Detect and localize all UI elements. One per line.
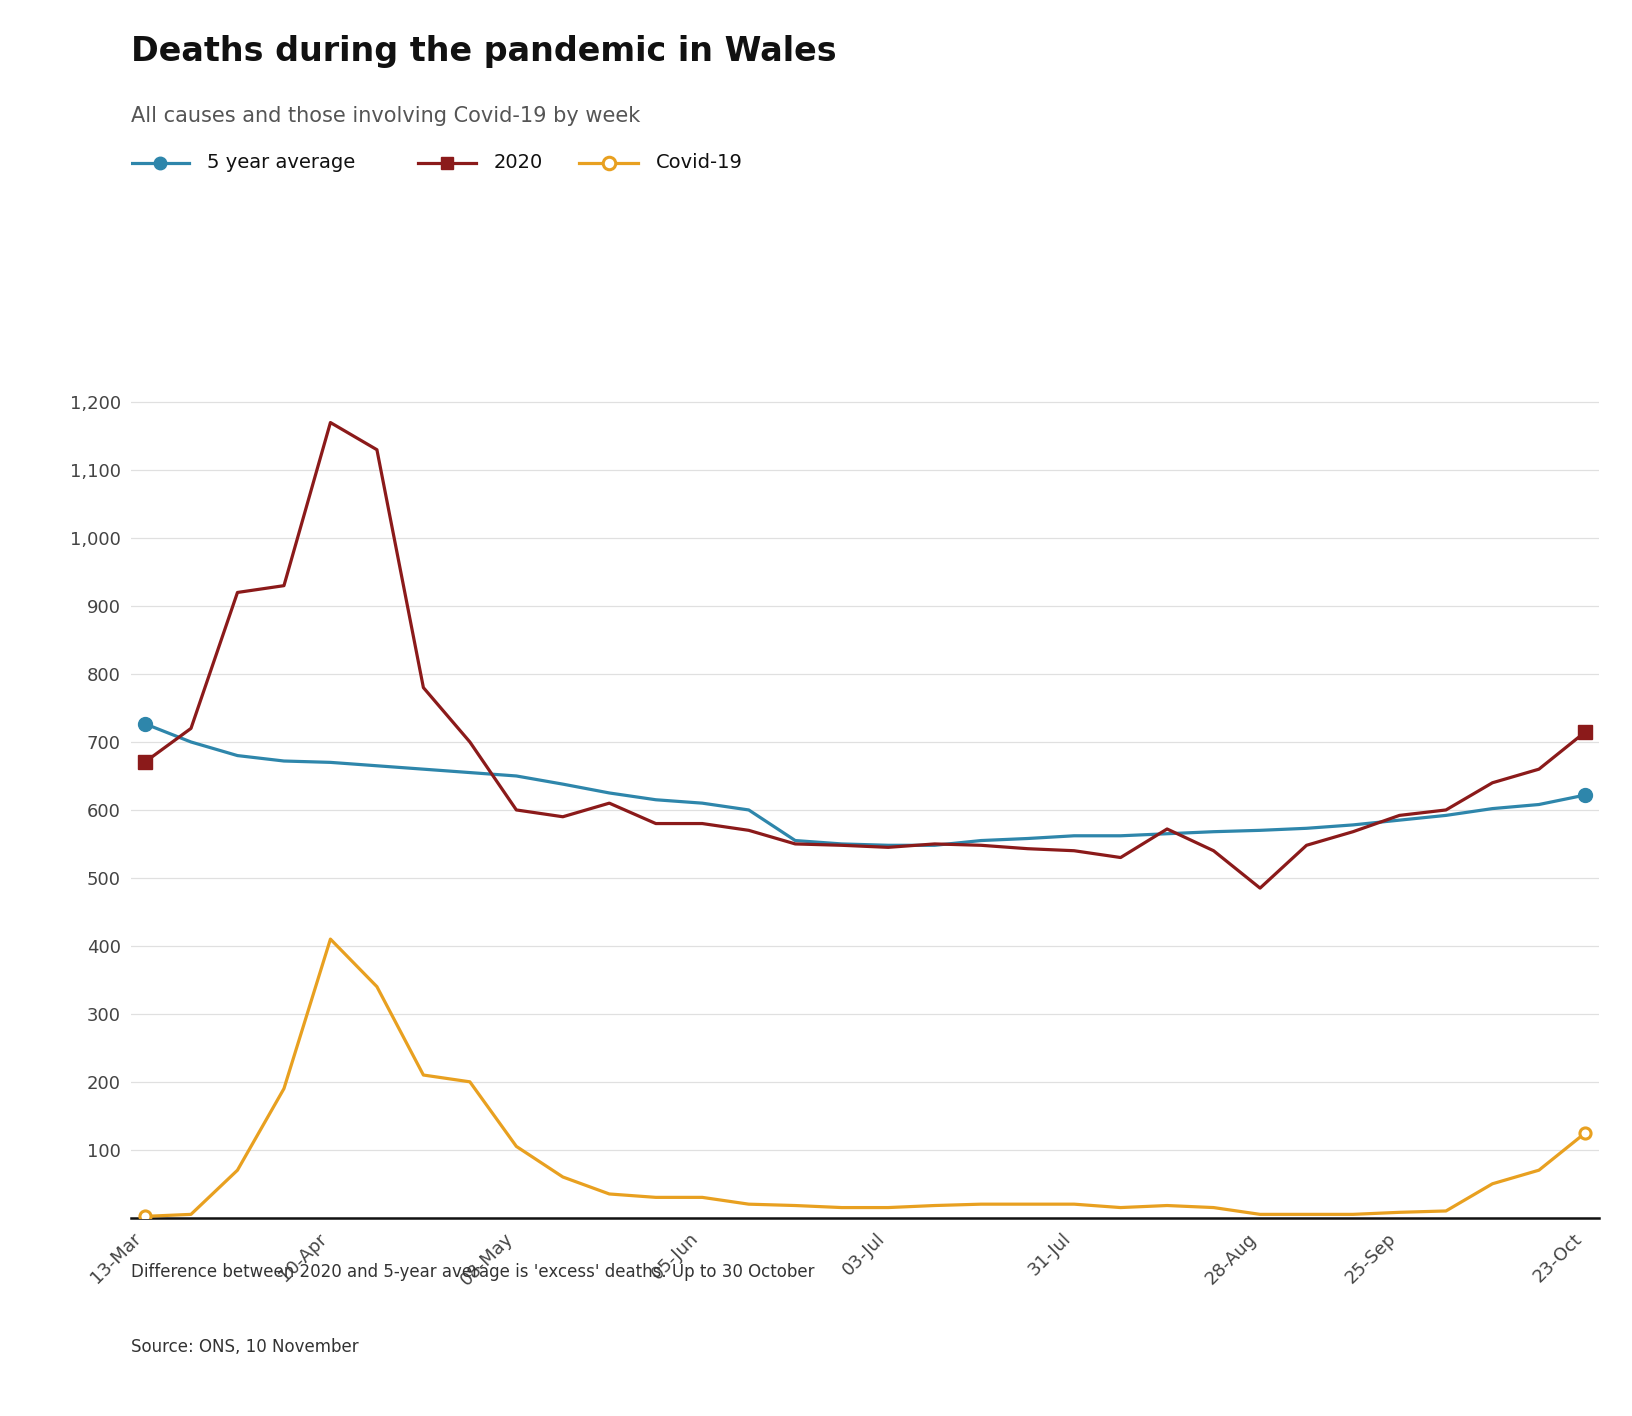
- Text: Deaths during the pandemic in Wales: Deaths during the pandemic in Wales: [131, 35, 836, 68]
- Text: 5 year average: 5 year average: [207, 153, 356, 173]
- Text: Difference between 2020 and 5-year average is 'excess' deaths. Up to 30 October: Difference between 2020 and 5-year avera…: [131, 1263, 814, 1281]
- Text: BBC: BBC: [1493, 1361, 1534, 1378]
- Text: Covid-19: Covid-19: [656, 153, 743, 173]
- Text: Source: ONS, 10 November: Source: ONS, 10 November: [131, 1338, 357, 1357]
- Text: All causes and those involving Covid-19 by week: All causes and those involving Covid-19 …: [131, 106, 640, 126]
- Text: 2020: 2020: [494, 153, 543, 173]
